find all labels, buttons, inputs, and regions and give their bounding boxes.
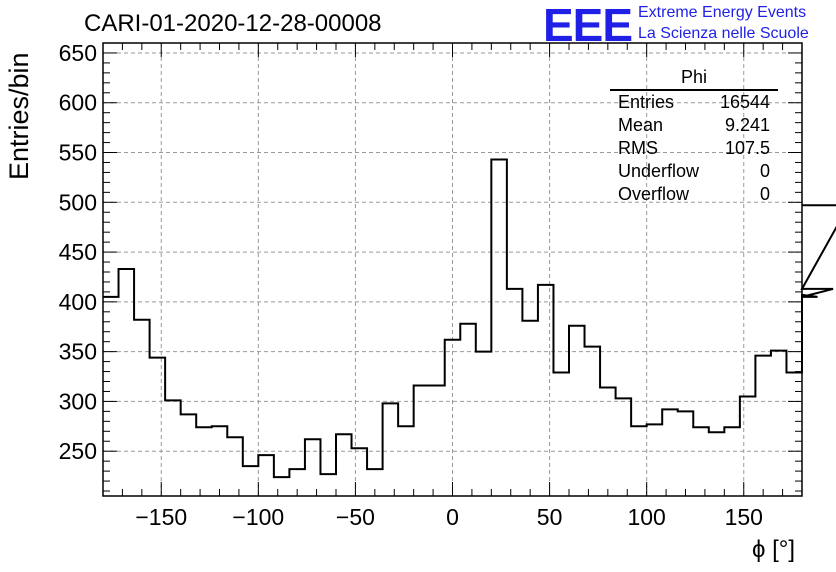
histogram-bin: [460, 324, 476, 496]
histogram-bin: [212, 426, 228, 496]
stats-label: Underflow: [618, 161, 700, 181]
histogram-bin: [305, 439, 321, 496]
histogram-bin: [258, 455, 274, 496]
chart-title: CARI-01-2020-12-28-00008: [84, 10, 382, 37]
histogram-bin: [522, 321, 538, 496]
y-tick-label: 500: [59, 189, 97, 215]
x-tick-label: −100: [232, 504, 284, 530]
x-tick-label: 0: [446, 504, 459, 530]
y-tick-label: 450: [59, 239, 97, 265]
histogram-bin: [165, 400, 181, 496]
histogram-bin: [786, 373, 802, 496]
histogram-bin: [740, 396, 756, 496]
x-axis-label: ϕ [°]: [752, 536, 796, 563]
histogram-bin: [724, 427, 740, 496]
histogram-bin: [771, 351, 787, 496]
histogram-bin: [553, 373, 569, 496]
y-tick-label: 600: [59, 90, 97, 116]
histogram-bin: [755, 356, 771, 496]
plot-frame: [102, 42, 803, 497]
histogram-bin: [289, 469, 305, 496]
stats-label: Overflow: [618, 184, 690, 204]
stats-label: RMS: [618, 138, 658, 158]
stats-label: Entries: [618, 92, 675, 112]
histogram-bin: [476, 352, 492, 496]
histogram-bin: [585, 347, 601, 496]
stats-value: 9.241: [724, 115, 770, 135]
histogram-bin: [134, 320, 150, 496]
histogram-bin: [181, 414, 197, 496]
histogram-bin: [367, 469, 383, 496]
histogram-bin: [352, 448, 368, 496]
stats-row-mean: Mean 9.241: [610, 114, 778, 137]
histogram-bin: [662, 409, 678, 496]
logo-tagline-1: Extreme Energy Events: [638, 4, 807, 21]
histogram-bin: [196, 427, 212, 496]
logo-tagline-2: La Scienza nelle Scuole: [638, 25, 809, 42]
x-tick-label: 150: [725, 504, 763, 530]
stats-value: 107.5: [724, 138, 770, 158]
stats-box: Phi Entries 16544 Mean 9.241 RMS 107.5 U…: [610, 67, 778, 206]
histogram-bin: [678, 411, 694, 496]
stats-label: Mean: [618, 115, 664, 135]
stats-value: 16544: [719, 92, 770, 112]
stats-row-entries: Entries 16544: [610, 91, 778, 114]
histogram-bin: [320, 474, 336, 496]
stats-row-overflow: Overflow 0: [610, 183, 778, 206]
histogram-bin: [274, 477, 290, 496]
eee-logo: EEE: [543, 0, 633, 51]
histogram-bin: [538, 285, 554, 496]
stats-row-underflow: Underflow 0: [610, 160, 778, 183]
y-tick-label: 400: [59, 289, 97, 315]
histogram-bin: [507, 289, 523, 496]
histogram-bin: [414, 385, 430, 496]
histogram-bin: [119, 269, 135, 496]
y-tick-label: 250: [59, 438, 97, 464]
stats-row-rms: RMS 107.5: [610, 137, 778, 160]
histogram-bin: [647, 424, 663, 496]
histogram-bin: [429, 385, 445, 496]
histogram-line: [103, 158, 836, 479]
histogram-bin: [383, 403, 399, 496]
y-tick-label: 300: [59, 388, 97, 414]
histogram-bin: [243, 466, 259, 496]
stats-title: Phi: [610, 67, 778, 91]
x-tick-label: −50: [336, 504, 375, 530]
x-tick-label: 100: [627, 504, 665, 530]
histogram-bin: [336, 434, 352, 496]
histogram-bin: [445, 340, 461, 496]
histogram-bin: [600, 387, 616, 496]
y-tick-label: 350: [59, 339, 97, 365]
histogram-bin: [227, 437, 243, 496]
stats-value: 0: [759, 184, 770, 204]
histogram-bin: [631, 426, 647, 496]
histogram-bin: [103, 297, 119, 496]
histogram-bin: [569, 326, 585, 496]
histogram-bin: [616, 398, 632, 496]
histogram-bin: [709, 432, 725, 496]
histogram-bin: [398, 426, 414, 496]
y-axis-label: Entries/bin: [4, 52, 34, 180]
histogram-bin: [150, 358, 166, 496]
x-tick-label: 50: [537, 504, 563, 530]
histogram-bin: [491, 159, 507, 496]
y-tick-label: 550: [59, 140, 97, 166]
histogram-bin: [693, 427, 709, 496]
x-tick-label: −150: [135, 504, 187, 530]
y-tick-label: 650: [59, 40, 97, 66]
stats-value: 0: [759, 161, 770, 181]
